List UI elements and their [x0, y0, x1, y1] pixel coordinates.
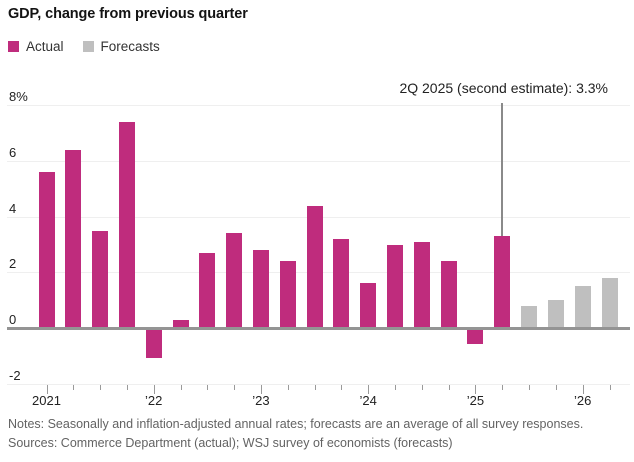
bar-2q-2025-actual[interactable]: [494, 236, 511, 328]
x-axis-label-2021: 2021: [32, 393, 61, 408]
quarter-tick-4q-2025: [555, 385, 557, 390]
quarter-tick-3q-2025: [529, 385, 531, 390]
annotation-label: 2Q 2025 (second estimate): 3.3%: [399, 80, 608, 96]
bar-4q-2023-actual[interactable]: [333, 238, 350, 328]
bar-1q-2021-actual[interactable]: [38, 172, 55, 328]
bar-1q-2026-forecasts[interactable]: [574, 286, 591, 328]
gridline-0: [7, 327, 630, 330]
y-axis-label-8: 8%: [9, 89, 28, 105]
quarter-tick-3q-2021: [100, 385, 102, 390]
quarter-tick-3q-2022: [207, 385, 209, 390]
x-axis-label-23: ’23: [252, 393, 270, 408]
bar-1q-2025-actual[interactable]: [467, 330, 484, 344]
annotation-pointer-line: [501, 103, 503, 236]
bar-2q-2023-actual[interactable]: [279, 261, 296, 328]
year-tick-1q-2023: [260, 385, 262, 394]
bar-2q-2021-actual[interactable]: [65, 149, 82, 328]
quarter-tick-4q-2022: [234, 385, 236, 390]
quarter-tick-2q-2023: [287, 385, 289, 390]
legend-label-forecasts: Forecasts: [100, 39, 160, 54]
quarter-tick-4q-2023: [341, 385, 343, 390]
bar-2q-2022-actual[interactable]: [172, 319, 189, 328]
bar-3q-2024-actual[interactable]: [413, 241, 430, 328]
footnotes: Notes: Seasonally and inflation-adjusted…: [8, 415, 583, 453]
actual-swatch-icon: [8, 41, 19, 52]
y-axis-label-2: 2: [9, 256, 17, 272]
plot-area: 8% 6 4 2 0 -2 2021 ’22 ’23 ’24 ’25 ’26: [0, 90, 634, 425]
chart-legend: Actual Forecasts: [8, 39, 160, 54]
gridline--2: [7, 383, 630, 385]
x-axis-label-26: ’26: [574, 393, 592, 408]
bar-3q-2022-actual[interactable]: [199, 252, 216, 328]
quarter-tick-3q-2024: [421, 385, 423, 390]
year-tick-1q-2021: [46, 385, 48, 394]
x-axis-label-24: ’24: [359, 393, 377, 408]
bar-3q-2025-forecasts[interactable]: [521, 305, 538, 328]
quarter-tick-4q-2024: [448, 385, 450, 390]
quarter-tick-2q-2022: [180, 385, 182, 390]
bar-1q-2024-actual[interactable]: [360, 283, 377, 328]
gridline-6: [7, 161, 630, 163]
bar-3q-2023-actual[interactable]: [306, 205, 323, 328]
sources-line: Sources: Commerce Department (actual); W…: [8, 436, 453, 450]
year-tick-1q-2024: [368, 385, 370, 394]
bar-4q-2021-actual[interactable]: [118, 122, 135, 328]
legend-item-actual: Actual: [8, 39, 64, 54]
bar-4q-2025-forecasts[interactable]: [547, 300, 564, 328]
bar-1q-2022-actual[interactable]: [145, 330, 162, 358]
legend-item-forecasts: Forecasts: [82, 39, 160, 54]
quarter-tick-2q-2025: [502, 385, 504, 390]
year-tick-1q-2022: [153, 385, 155, 394]
quarter-tick-2q-2021: [73, 385, 75, 390]
quarter-tick-2q-2024: [395, 385, 397, 390]
bar-3q-2021-actual[interactable]: [92, 230, 109, 328]
legend-label-actual: Actual: [26, 39, 64, 54]
bar-2q-2024-actual[interactable]: [387, 244, 404, 328]
y-axis-label-0: 0: [9, 312, 17, 327]
chart-title: GDP, change from previous quarter: [8, 6, 248, 22]
quarter-tick-2q-2026: [609, 385, 611, 390]
gridline-8: [7, 105, 630, 107]
quarter-tick-3q-2023: [314, 385, 316, 390]
bar-1q-2023-actual[interactable]: [252, 250, 269, 328]
y-axis-label-6: 6: [9, 145, 17, 161]
notes-line: Notes: Seasonally and inflation-adjusted…: [8, 417, 584, 431]
quarter-tick-4q-2021: [126, 385, 128, 390]
x-axis-label-25: ’25: [466, 393, 485, 408]
y-axis-label--2: -2: [9, 367, 21, 383]
bar-4q-2024-actual[interactable]: [440, 261, 457, 328]
bar-4q-2022-actual[interactable]: [226, 233, 243, 328]
year-tick-1q-2025: [475, 385, 477, 394]
y-axis-label-4: 4: [9, 200, 17, 216]
x-axis-label-22: ’22: [145, 393, 163, 408]
forecasts-swatch-icon: [82, 41, 94, 52]
bar-2q-2026-forecasts[interactable]: [601, 277, 618, 328]
year-tick-1q-2026: [582, 385, 584, 394]
